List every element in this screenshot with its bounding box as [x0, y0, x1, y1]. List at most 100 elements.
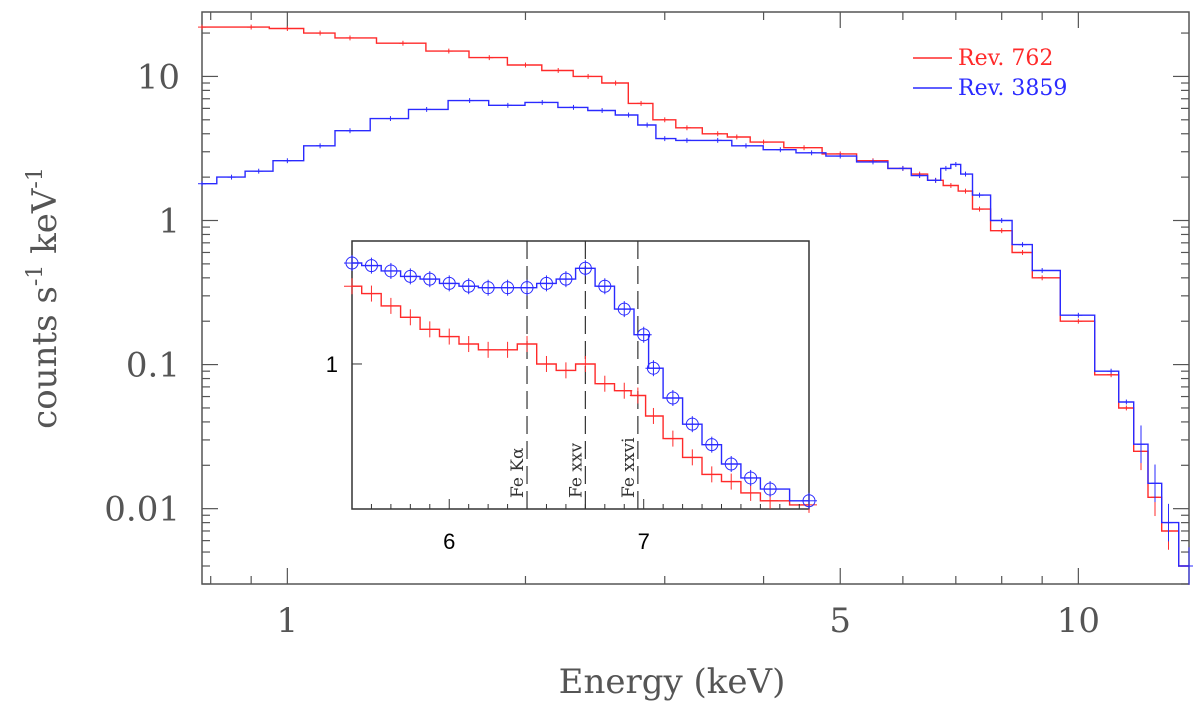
- line-marker-label: Fe xxvi: [619, 437, 639, 498]
- data-point: [713, 137, 722, 143]
- inset-data-point: [480, 341, 497, 358]
- inset-data-point: [557, 271, 574, 288]
- inset-x-tick-label: 6: [443, 529, 455, 554]
- data-point: [1122, 399, 1131, 405]
- inset-data-point: [629, 387, 646, 404]
- data-point: [1018, 242, 1027, 248]
- legend-label-rev3859: Rev. 3859: [958, 76, 1067, 101]
- x-axis-title: Energy (keV): [559, 662, 786, 702]
- inset-data-point: [616, 301, 633, 318]
- inset-panel: Fe Kα Fe xxv Fe xxvi 6 7 1: [326, 240, 817, 554]
- inset-data-point: [402, 268, 419, 285]
- y-axis-title-exp-2: -1: [23, 167, 48, 188]
- data-point: [398, 40, 407, 46]
- data-point: [345, 128, 354, 134]
- data-point: [247, 24, 256, 30]
- data-point: [1185, 547, 1193, 585]
- y-axis-title: counts s-1 keV-1: [23, 167, 65, 429]
- inset-data-point: [441, 275, 458, 292]
- inset-line-markers: Fe Kα Fe xxv Fe xxvi: [508, 241, 639, 509]
- inset-data-point: [344, 255, 360, 272]
- data-point: [732, 134, 741, 140]
- data-point: [227, 174, 236, 180]
- data-point: [422, 106, 431, 112]
- y-tick-label: 0.1: [126, 346, 180, 386]
- x-tick-label: 1: [277, 601, 299, 641]
- data-point: [682, 125, 691, 131]
- data-point: [637, 100, 646, 106]
- data-point: [254, 168, 263, 174]
- inset-data-point: [499, 341, 516, 358]
- data-point: [941, 165, 950, 171]
- inset-data-point: [742, 469, 759, 486]
- inset-data-point: [742, 484, 759, 501]
- inset-data-point: [723, 455, 740, 472]
- y-tick-label: 1: [158, 202, 180, 242]
- data-point: [503, 102, 512, 108]
- data-point: [611, 80, 620, 86]
- y-axis-title-part-1: counts s: [25, 286, 65, 429]
- data-point: [1122, 405, 1131, 411]
- inset-series-group: [344, 255, 817, 513]
- data-point: [643, 122, 652, 128]
- line-marker-label: Fe xxv: [566, 442, 586, 498]
- inset-data-point: [616, 382, 633, 399]
- main-axis-ticks: 1 5 10 10 1 0.1 0.01: [104, 12, 1189, 641]
- legend: Rev. 762 Rev. 3859: [913, 46, 1067, 101]
- inset-data-point: [684, 416, 701, 433]
- inset-data-point: [801, 492, 817, 509]
- inset-data-point: [382, 297, 399, 314]
- x-tick-label: 5: [829, 601, 851, 641]
- data-point: [521, 62, 530, 68]
- data-point: [1164, 503, 1173, 542]
- data-point: [283, 26, 292, 31]
- inset-data-point: [402, 309, 419, 326]
- data-point: [915, 173, 924, 179]
- inset-data-point: [703, 436, 720, 453]
- inset-data-point: [441, 328, 458, 345]
- inset-data-point: [723, 473, 740, 490]
- data-point: [660, 117, 669, 123]
- legend-label-rev762: Rev. 762: [958, 46, 1053, 71]
- data-point: [1018, 250, 1027, 255]
- data-point: [682, 137, 691, 143]
- main-plot-frame: [201, 11, 1190, 585]
- data-point: [946, 183, 955, 188]
- data-point: [316, 143, 325, 149]
- data-point: [1136, 425, 1145, 464]
- data-point: [660, 136, 669, 142]
- inset-data-point: [703, 466, 720, 483]
- inset-data-point: [538, 355, 555, 372]
- inset-data-point: [382, 262, 399, 279]
- inset-data-point: [421, 271, 438, 288]
- inset-data-point: [421, 321, 438, 338]
- data-point: [1074, 312, 1083, 318]
- data-point: [997, 218, 1006, 223]
- data-point: [868, 159, 877, 165]
- data-point: [997, 228, 1006, 234]
- data-point: [386, 116, 395, 122]
- data-point: [975, 206, 984, 212]
- data-point: [807, 150, 816, 156]
- data-point: [961, 171, 970, 177]
- inset-data-point: [480, 279, 497, 296]
- inset-data-point: [519, 279, 536, 296]
- y-tick-label: 0.01: [104, 490, 180, 530]
- inset-data-point: [762, 481, 779, 498]
- inset-data-point: [577, 355, 594, 372]
- inset-data-point: [538, 275, 555, 292]
- data-point: [800, 145, 809, 151]
- data-point: [931, 177, 940, 183]
- data-point: [759, 139, 768, 145]
- data-point: [1038, 275, 1047, 281]
- line-marker-label: Fe Kα: [508, 447, 528, 498]
- data-point: [1038, 268, 1047, 273]
- data-point: [283, 158, 292, 164]
- data-point: [444, 48, 453, 54]
- data-point: [316, 30, 325, 36]
- inset-axis-ticks: 6 7 1: [326, 352, 800, 554]
- y-tick-label: 10: [137, 57, 180, 97]
- inset-data-point: [557, 362, 574, 379]
- data-point: [836, 153, 845, 159]
